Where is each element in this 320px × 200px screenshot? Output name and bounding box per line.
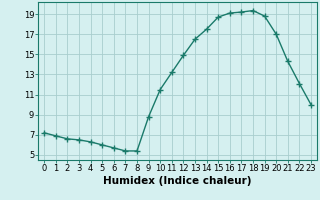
X-axis label: Humidex (Indice chaleur): Humidex (Indice chaleur) [103, 176, 252, 186]
